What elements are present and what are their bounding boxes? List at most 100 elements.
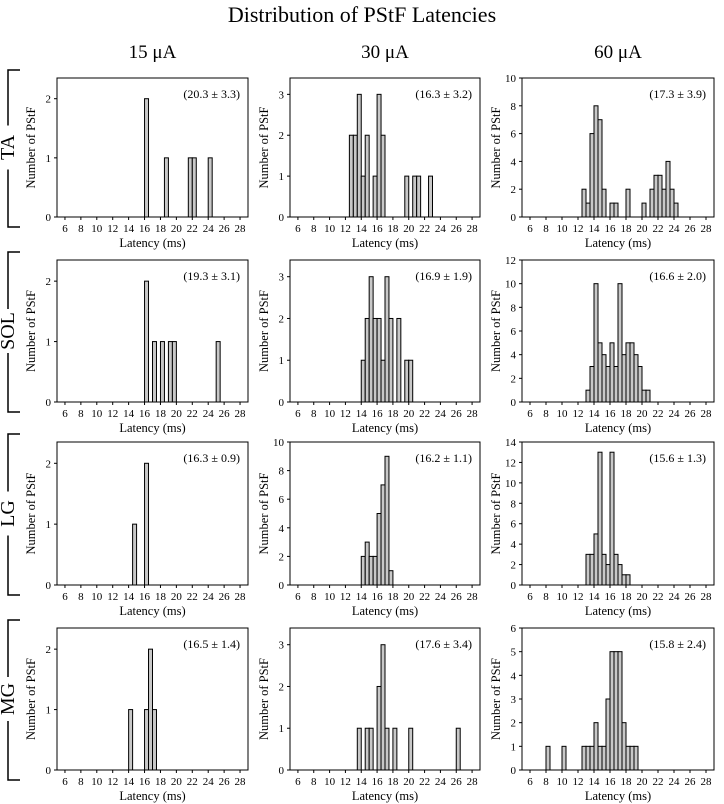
histogram-bar: [633, 354, 639, 403]
x-tick-label: 6: [62, 776, 68, 788]
histogram-bar: [589, 366, 595, 403]
x-tick-label: 26: [219, 223, 231, 235]
histogram-bar: [428, 175, 433, 218]
x-tick-label: 10: [557, 591, 569, 603]
x-tick-label: 6: [62, 223, 68, 235]
histogram-bar: [167, 341, 173, 403]
x-tick-label: 16: [605, 223, 617, 235]
x-tick-label: 28: [467, 591, 479, 603]
x-tick-label: 20: [171, 776, 183, 788]
x-tick-label: 22: [653, 776, 664, 788]
histogram-bar: [621, 574, 627, 586]
x-tick-label: 22: [187, 776, 198, 788]
histogram-bar: [404, 175, 410, 218]
x-tick-label: 26: [451, 223, 463, 235]
histogram-bar: [617, 651, 623, 771]
y-tick-label: 1: [46, 153, 52, 165]
x-tick-label: 14: [589, 408, 601, 420]
histogram-bar: [132, 523, 138, 586]
histogram-bar: [171, 341, 177, 403]
histogram-bar: [348, 134, 354, 218]
y-axis-label: Number of PStF: [24, 106, 38, 188]
x-tick-label: 28: [701, 591, 713, 603]
y-tick-label: 6: [511, 326, 517, 338]
histogram-bar: [621, 354, 627, 403]
mean-sd-annotation: (17.3 ± 3.9): [649, 87, 706, 101]
histogram-bar: [621, 722, 627, 771]
histogram-bar: [187, 157, 193, 218]
histogram-bar: [593, 105, 599, 218]
x-tick-label: 12: [340, 223, 351, 235]
x-tick-label: 28: [701, 776, 713, 788]
histogram-bar: [352, 134, 358, 218]
y-tick-label: 4: [279, 523, 285, 535]
x-tick-label: 12: [340, 408, 351, 420]
x-tick-label: 18: [621, 591, 633, 603]
histogram-bar: [144, 709, 150, 771]
x-tick-label: 24: [435, 591, 447, 603]
mean-sd-annotation: (15.8 ± 2.4): [649, 637, 706, 651]
y-tick-label: 0: [511, 212, 517, 224]
x-tick-label: 10: [557, 223, 569, 235]
histogram-bar: [545, 745, 551, 771]
x-tick-label: 24: [435, 408, 447, 420]
histogram-bar: [384, 727, 390, 771]
plot-frame: [56, 441, 249, 586]
histogram-bar: [148, 648, 153, 771]
mean-sd-annotation: (16.6 ± 2.0): [649, 269, 706, 283]
x-tick-label: 10: [324, 223, 336, 235]
y-tick-label: 10: [505, 73, 517, 85]
histogram-bar: [372, 317, 378, 403]
x-tick-label: 24: [435, 776, 447, 788]
mean-sd-annotation: (15.6 ± 1.3): [649, 451, 706, 465]
y-tick-label: 2: [46, 276, 52, 288]
histogram-bar: [613, 202, 619, 218]
y-tick-label: 3: [279, 272, 285, 284]
x-tick-label: 26: [451, 776, 463, 788]
x-tick-label: 20: [637, 776, 649, 788]
y-tick-label: 8: [511, 101, 517, 113]
histogram-bar: [593, 533, 599, 586]
y-tick-label: 5: [511, 647, 517, 659]
histogram-bar: [613, 651, 619, 771]
x-tick-label: 10: [557, 776, 569, 788]
histogram-bar: [605, 698, 611, 771]
y-tick-label: 3: [279, 89, 285, 101]
x-tick-label: 26: [685, 591, 697, 603]
histogram-bar: [356, 93, 362, 218]
y-axis-label: Number of PStF: [24, 658, 38, 740]
x-tick-label: 22: [187, 591, 198, 603]
histogram-bar: [384, 455, 390, 586]
histogram-bar: [392, 727, 398, 771]
y-tick-label: 3: [511, 694, 517, 706]
histogram-bar: [163, 157, 169, 218]
histogram-bar: [207, 157, 213, 218]
x-axis-label: Latency (ms): [352, 789, 418, 803]
histogram-bar: [641, 389, 647, 403]
histogram-bar: [601, 745, 607, 771]
histogram-bar: [589, 133, 595, 218]
x-tick-label: 28: [235, 408, 247, 420]
histogram-bar: [625, 188, 631, 218]
x-tick-label: 8: [543, 776, 549, 788]
y-tick-label: 1: [511, 741, 517, 753]
histogram-bar: [364, 541, 370, 586]
y-tick-label: 4: [511, 670, 517, 682]
x-tick-label: 22: [419, 591, 430, 603]
x-axis-label: Latency (ms): [585, 789, 651, 803]
histogram-bar: [613, 366, 619, 403]
y-axis-label: Number of PStF: [257, 106, 271, 188]
histogram-bar: [388, 570, 394, 586]
x-tick-label: 24: [669, 776, 681, 788]
x-tick-label: 14: [356, 776, 368, 788]
x-tick-label: 16: [139, 591, 151, 603]
x-tick-label: 20: [171, 591, 183, 603]
histogram-bar: [380, 359, 386, 403]
x-tick-label: 18: [155, 408, 167, 420]
